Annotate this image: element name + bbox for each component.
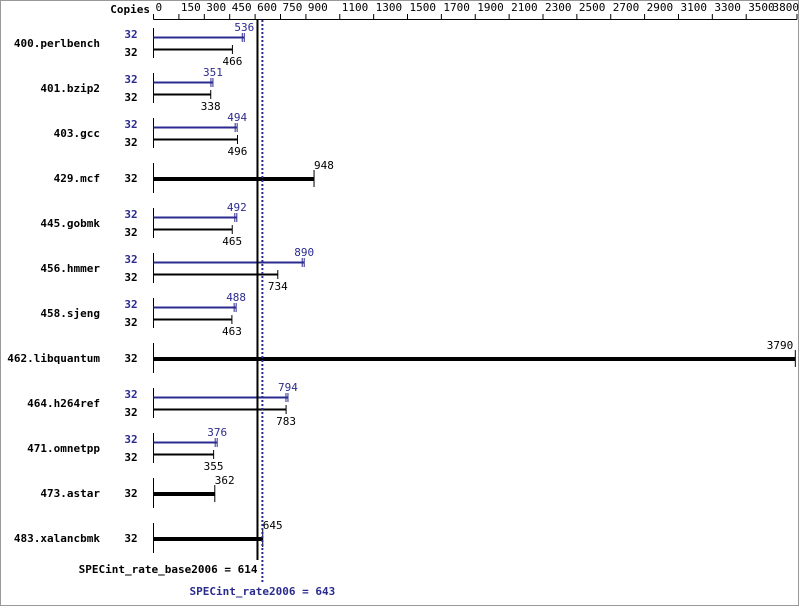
peak-reference-label: SPECint_rate2006 = 643 [190,585,336,598]
base-copies: 32 [124,91,137,104]
peak-value-label: 536 [234,21,254,34]
peak-value-label: 376 [207,426,227,439]
benchmark-name: 458.sjeng [40,307,100,320]
peak-value-label: 492 [227,201,247,214]
x-tick-label: 1700 [443,1,470,14]
base-value-label: 465 [222,235,242,248]
peak-value-label: 488 [226,291,246,304]
x-tick-label: 3500 [748,1,775,14]
peak-copies: 32 [124,298,137,311]
peak-value-label: 794 [278,381,298,394]
benchmark-name: 456.hmmer [40,262,100,275]
base-value-label: 3790 [767,339,794,352]
base-copies: 32 [124,226,137,239]
x-tick-label: 2700 [613,1,640,14]
benchmark-name: 471.omnetpp [27,442,100,455]
benchmark-name: 473.astar [40,487,100,500]
peak-copies: 32 [124,208,137,221]
benchmark-name: 464.h264ref [27,397,100,410]
base-bar [153,492,215,496]
base-bar [153,357,796,361]
base-value-label: 948 [314,159,334,172]
base-copies: 32 [124,532,137,545]
benchmark-name: 445.gobmk [40,217,100,230]
base-value-label: 362 [215,474,235,487]
benchmark-name: 483.xalancbmk [14,532,100,545]
x-tick-label: 1300 [376,1,403,14]
base-copies: 32 [124,172,137,185]
x-tick-label: 1100 [342,1,369,14]
base-value-label: 338 [201,100,221,113]
peak-value-label: 494 [227,111,247,124]
peak-copies: 32 [124,118,137,131]
x-tick-label: 750 [283,1,303,14]
x-tick-label: 1900 [477,1,504,14]
benchmark-name: 401.bzip2 [40,82,100,95]
base-bar [153,537,263,541]
x-tick-label: 3300 [714,1,741,14]
x-tick-label: 1500 [410,1,437,14]
x-tick-label: 2900 [647,1,674,14]
x-tick-label: 150 [181,1,201,14]
peak-value-label: 890 [294,246,314,259]
peak-copies: 32 [124,388,137,401]
base-value-label: 463 [222,325,242,338]
base-copies: 32 [124,451,137,464]
benchmark-name: 400.perlbench [14,37,100,50]
x-tick-label: 3100 [680,1,707,14]
base-copies: 32 [124,487,137,500]
base-value-label: 783 [276,415,296,428]
base-copies: 32 [124,136,137,149]
base-value-label: 466 [222,55,242,68]
x-tick-label: 3800 [773,1,799,14]
peak-copies: 32 [124,433,137,446]
peak-value-label: 351 [203,66,223,79]
x-tick-label: 450 [232,1,252,14]
benchmark-name: 403.gcc [54,127,100,140]
x-tick-label: 0 [156,1,163,14]
base-value-label: 645 [263,519,283,532]
x-tick-label: 2100 [511,1,538,14]
benchmark-name: 462.libquantum [7,352,100,365]
benchmark-name: 429.mcf [54,172,100,185]
x-tick-label: 2500 [579,1,606,14]
base-value-label: 355 [204,460,224,473]
peak-copies: 32 [124,253,137,266]
peak-copies: 32 [124,28,137,41]
x-tick-label: 900 [308,1,328,14]
base-copies: 32 [124,271,137,284]
x-tick-label: 2300 [545,1,572,14]
base-bar [153,177,315,181]
peak-copies: 32 [124,73,137,86]
axis-label: Copies [110,3,150,16]
base-copies: 32 [124,352,137,365]
base-copies: 32 [124,46,137,59]
base-copies: 32 [124,406,137,419]
base-value-label: 496 [228,145,248,158]
base-value-label: 734 [268,280,288,293]
base-reference-label: SPECint_rate_base2006 = 614 [79,563,258,576]
x-tick-label: 300 [206,1,226,14]
x-tick-label: 600 [257,1,277,14]
base-copies: 32 [124,316,137,329]
